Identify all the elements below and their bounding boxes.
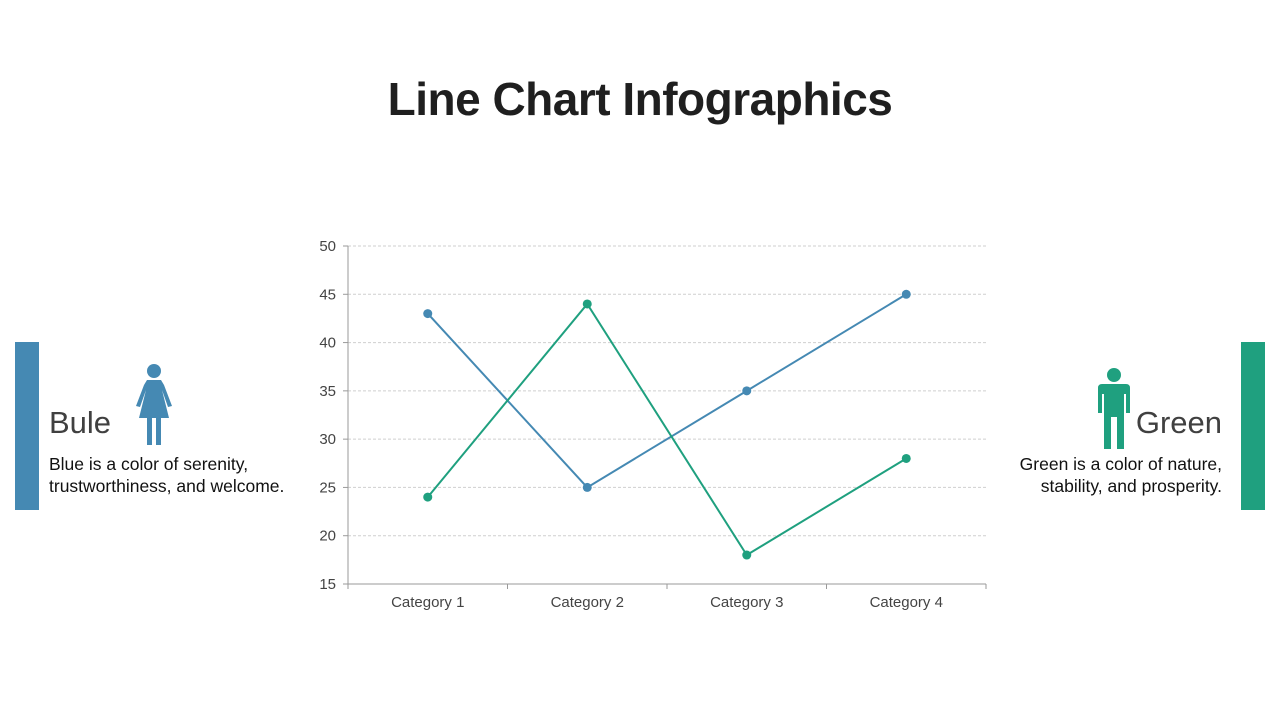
data-point <box>901 453 911 463</box>
y-tick-label: 40 <box>319 335 336 352</box>
data-point <box>582 482 592 492</box>
x-tick-label: Category 2 <box>551 594 624 611</box>
slide-title: Line Chart Infographics <box>387 73 893 125</box>
man-icon <box>1098 368 1130 449</box>
blue-accent-bar <box>15 342 39 510</box>
data-point <box>742 550 752 560</box>
data-point <box>901 289 911 299</box>
line-chart: 15 20 25 30 35 40 45 50 Category 1 Category 2 Cate… <box>319 238 987 611</box>
x-tick-label: Category 3 <box>710 594 783 611</box>
y-tick-label: 30 <box>319 431 336 448</box>
woman-icon <box>136 364 172 445</box>
y-tick-label: 25 <box>319 479 336 496</box>
green-description: Green is a color of nature, stability, a… <box>1019 454 1222 496</box>
series-line-2 <box>426 302 907 557</box>
blue-heading: Bule <box>49 405 112 440</box>
x-tick-label: Category 1 <box>391 594 464 611</box>
y-tick-label: 45 <box>319 286 336 303</box>
y-tick-label: 15 <box>319 576 336 593</box>
y-tick-label: 35 <box>319 383 336 400</box>
blue-description: Blue is a color of serenity, trustworthi… <box>49 454 285 496</box>
x-tick-label: Category 4 <box>870 594 943 611</box>
green-heading: Green <box>1135 405 1222 440</box>
data-point <box>423 309 433 319</box>
data-point <box>742 386 752 396</box>
data-point <box>582 299 592 309</box>
green-accent-bar <box>1241 342 1265 510</box>
y-tick-label: 20 <box>319 528 336 545</box>
data-point <box>423 492 433 502</box>
y-tick-label: 50 <box>319 238 336 255</box>
